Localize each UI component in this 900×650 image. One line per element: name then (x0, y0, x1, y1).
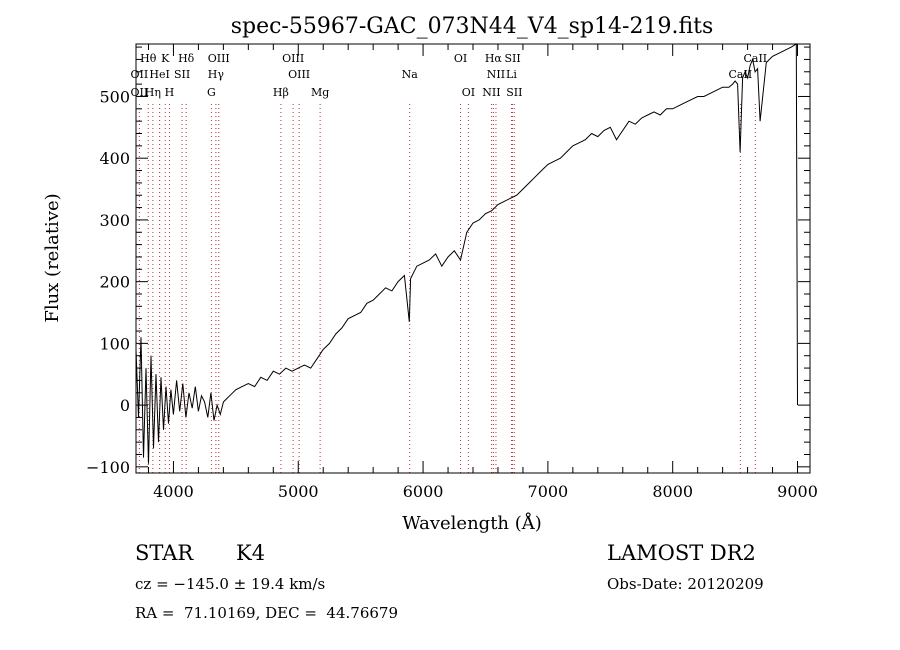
x-tick-label: 5000 (278, 482, 319, 501)
y-tick-label: 200 (99, 273, 130, 292)
spectral-line-label: SII (506, 86, 522, 99)
redshift-velocity: cz = −145.0 ± 19.4 km/s (135, 575, 326, 593)
spectral-line-label: OII (131, 86, 149, 99)
plot-frame (135, 43, 811, 474)
spectral-line-label: CaII (743, 52, 767, 65)
spectral-line-label: OIII (288, 68, 310, 81)
spectral-line-label: H (165, 86, 175, 99)
spectral-line-label: G (207, 86, 216, 99)
y-tick-label: 500 (99, 87, 130, 106)
spectral-line-label: Hδ (178, 52, 195, 65)
spectral-line-label: OI (462, 86, 475, 99)
x-tick-label: 7000 (528, 482, 569, 501)
y-tick-label: 100 (99, 334, 130, 353)
spectral-line-label: OI (454, 52, 467, 65)
y-axis-label: Flux (relative) (42, 193, 63, 322)
object-class: STAR (135, 541, 194, 565)
y-tick-label: −100 (86, 458, 130, 477)
y-tick-label: 0 (120, 396, 130, 415)
survey-name: LAMOST DR2 (607, 541, 756, 565)
spectral-line-label: SII (504, 52, 520, 65)
spectral-line-label: K (161, 52, 170, 65)
spectral-line-label: SII (174, 68, 190, 81)
spectral-line-markers (138, 104, 756, 473)
x-axis-label: Wavelength (Å) (402, 512, 542, 534)
spectral-line-label: OIII (282, 52, 304, 65)
spectral-line-label: Li (506, 68, 517, 81)
spectral-line-label: Hα (485, 52, 503, 65)
observation-date: Obs-Date: 20120209 (607, 575, 764, 593)
spectral-line-label: Mg (311, 86, 329, 99)
spectral-line-label: Hθ (140, 52, 157, 65)
y-axis-ticks: −100 0 100 200 300 400 500 (86, 46, 810, 477)
x-tick-label: 9000 (777, 482, 818, 501)
x-tick-label: 6000 (403, 482, 444, 501)
object-subclass: K4 (236, 541, 266, 565)
x-tick-label: 4000 (153, 482, 194, 501)
chart-title: spec-55967-GAC_073N44_V4_sp14-219.fits (231, 14, 714, 39)
spectral-line-label: Hβ (273, 86, 289, 99)
spectral-line-label: Na (402, 68, 419, 81)
x-axis-ticks: 4000 5000 6000 7000 8000 9000 (147, 44, 818, 501)
y-tick-label: 400 (99, 149, 130, 168)
spectrum-series-line (135, 43, 798, 464)
spectral-line-label: OIII (208, 52, 230, 65)
spectral-line-label: NII (487, 68, 505, 81)
spectral-line-label: Hη (145, 86, 161, 99)
y-tick-label: 300 (99, 211, 130, 230)
x-tick-label: 8000 (652, 482, 693, 501)
spectral-line-label: CaII (729, 68, 753, 81)
spectral-line-label: NII (482, 86, 500, 99)
spectral-line-label: Hγ (208, 68, 225, 81)
spectral-line-label: HeI (149, 68, 169, 81)
coordinates: RA = 71.10169, DEC = 44.76679 (135, 604, 399, 622)
spectral-line-label: OII (131, 68, 149, 81)
